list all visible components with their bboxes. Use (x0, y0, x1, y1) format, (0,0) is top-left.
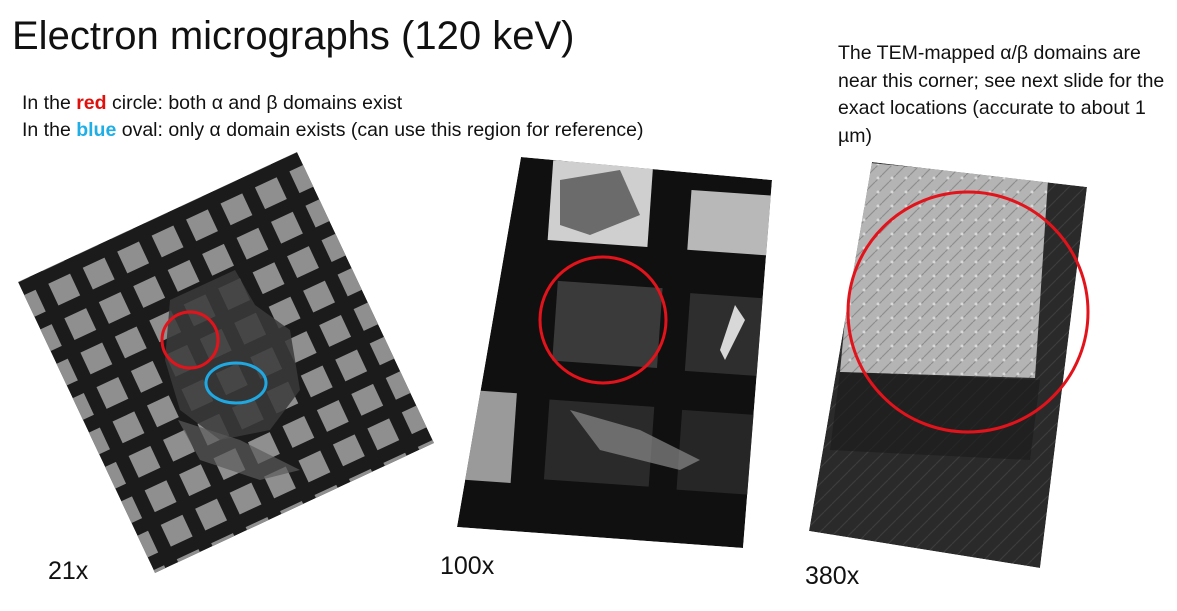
red-circle-100x (538, 255, 668, 385)
blue-oval-21x (204, 361, 268, 405)
micrograph-100x-image (457, 157, 772, 548)
legend-line-blue-suffix: oval: only α domain exists (can use this… (116, 119, 644, 141)
magnification-21x: 21x (48, 557, 89, 585)
legend-line-blue: In the blue oval: only α domain exists (… (22, 117, 644, 144)
slide-title: Electron micrographs (120 keV) (12, 14, 575, 58)
legend-line-red-suffix: circle: both α and β domains exist (106, 92, 403, 114)
legend-line-red: In the red circle: both α and β domains … (22, 90, 644, 117)
legend-line-blue-prefix: In the (22, 119, 77, 141)
micrograph-380x-image (809, 162, 1087, 568)
legend-keyword-blue: blue (76, 119, 117, 141)
magnification-100x: 100x (440, 552, 495, 580)
magnification-380x: 380x (805, 562, 860, 590)
corner-note: The TEM-mapped α/β domains are near this… (838, 42, 1165, 147)
legend-keyword-red: red (76, 92, 107, 114)
legend-line-red-prefix: In the (22, 92, 77, 114)
red-circle-21x (160, 310, 220, 370)
legend-text: In the red circle: both α and β domains … (22, 90, 644, 144)
red-circle-380x (846, 190, 1090, 434)
